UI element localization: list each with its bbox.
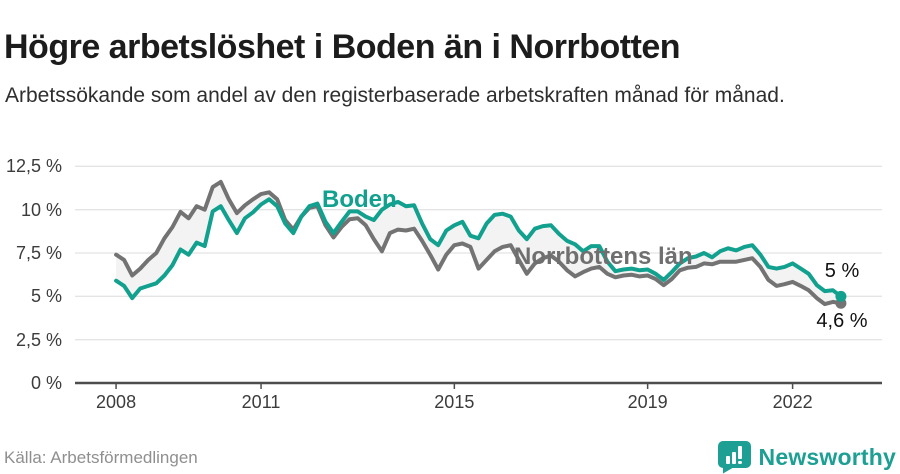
series-label-boden: Boden [322,186,397,213]
y-axis-tick-label: 10 % [20,199,62,220]
y-axis-tick-label: 2,5 % [15,329,62,350]
newsworthy-logo-icon [717,441,751,474]
x-axis-tick-label: 2011 [241,392,281,412]
x-axis-tick-label: 2008 [96,392,137,412]
bar-chart-glyph [725,446,742,464]
newsworthy-wordmark: Newsworthy [758,443,896,470]
line-norrbotten [114,179,843,307]
line-boden [114,197,843,301]
x-axis-tick-label: 2022 [772,392,813,412]
end-value-label-boden: 5 % [824,260,860,282]
y-axis-tick-label: 7,5 % [15,243,62,263]
end-value-label-norrbotten: 4,6 % [816,310,868,332]
page-subtitle: Arbetssökande som andel av den registerb… [5,84,785,107]
source-text: Källa: Arbetsförmedlingen [4,448,198,467]
x-axis-tick-label: 2019 [627,392,668,412]
page-title: Högre arbetslöshet i Boden än i Norrbott… [4,27,681,66]
y-axis-tick-label: 12,5 % [5,156,62,177]
x-axis-tick-label: 2015 [434,392,475,412]
end-dot-boden [835,290,847,302]
y-axis-tick-label: 0 % [30,373,62,393]
newsworthy-logo[interactable]: Newsworthy [717,440,896,474]
between-series-band [116,181,841,305]
series-label-norrbotten: Norrbottens län [514,243,693,270]
y-axis-tick-label: 5 % [30,286,62,307]
